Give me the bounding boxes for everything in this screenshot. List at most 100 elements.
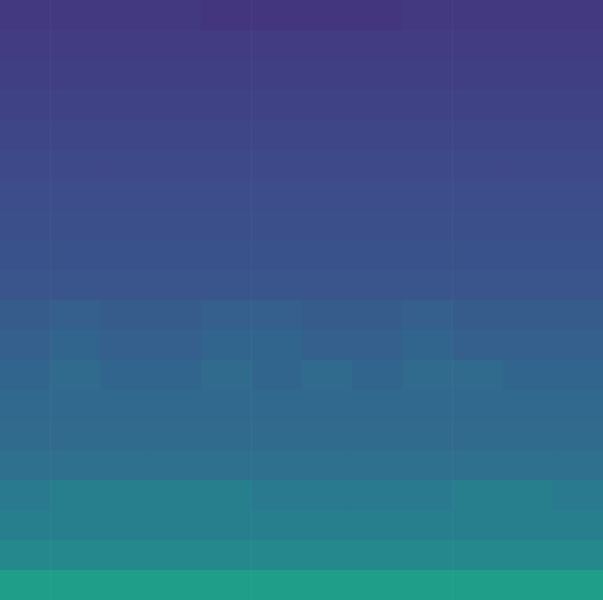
cell xyxy=(101,90,152,121)
cell xyxy=(201,330,252,361)
cell xyxy=(151,360,202,391)
cell xyxy=(302,540,353,571)
cell xyxy=(151,270,202,301)
cell xyxy=(503,150,554,181)
cell xyxy=(302,0,353,31)
cell xyxy=(402,540,453,571)
cell xyxy=(302,300,353,331)
cell xyxy=(302,360,353,391)
cell xyxy=(201,480,252,511)
cell xyxy=(101,210,152,241)
cell xyxy=(201,450,252,481)
cell xyxy=(553,60,603,91)
cell xyxy=(50,510,101,541)
cell xyxy=(553,120,603,151)
cell xyxy=(201,570,252,600)
cell xyxy=(302,480,353,511)
cell xyxy=(151,540,202,571)
cell xyxy=(302,180,353,211)
cell xyxy=(251,540,302,571)
cell xyxy=(50,120,101,151)
cell xyxy=(352,120,403,151)
cell xyxy=(503,570,554,600)
cell xyxy=(251,510,302,541)
cell xyxy=(553,570,603,600)
cell xyxy=(151,210,202,241)
cell xyxy=(101,60,152,91)
cell xyxy=(50,360,101,391)
cell xyxy=(151,120,202,151)
cell xyxy=(452,540,503,571)
cell xyxy=(201,60,252,91)
cell xyxy=(302,60,353,91)
cell xyxy=(553,420,603,451)
cell xyxy=(553,180,603,211)
cell xyxy=(503,240,554,271)
cell xyxy=(201,30,252,61)
cell xyxy=(553,510,603,541)
cell xyxy=(452,90,503,121)
cell xyxy=(151,0,202,31)
cell xyxy=(352,360,403,391)
cell xyxy=(452,420,503,451)
cell xyxy=(503,480,554,511)
cell xyxy=(402,150,453,181)
cell xyxy=(101,30,152,61)
cell xyxy=(553,0,603,31)
cell xyxy=(201,0,252,31)
cell xyxy=(452,360,503,391)
cell xyxy=(251,570,302,600)
cell xyxy=(503,360,554,391)
cell xyxy=(302,420,353,451)
cell xyxy=(50,450,101,481)
cell xyxy=(151,390,202,421)
cell xyxy=(50,420,101,451)
cell xyxy=(452,510,503,541)
cell xyxy=(0,480,51,511)
cell xyxy=(352,30,403,61)
cell xyxy=(151,90,202,121)
cell xyxy=(302,510,353,541)
cell xyxy=(151,180,202,211)
cell xyxy=(251,270,302,301)
cell xyxy=(553,450,603,481)
cell xyxy=(0,240,51,271)
cell xyxy=(201,150,252,181)
cell xyxy=(352,540,403,571)
cell xyxy=(352,330,403,361)
cell xyxy=(0,420,51,451)
cell xyxy=(251,120,302,151)
cell xyxy=(101,450,152,481)
cell xyxy=(352,300,403,331)
cell xyxy=(101,120,152,151)
cell xyxy=(452,180,503,211)
cell xyxy=(0,120,51,151)
cell xyxy=(251,0,302,31)
cell xyxy=(201,270,252,301)
cell xyxy=(302,270,353,301)
cell xyxy=(302,240,353,271)
cell xyxy=(352,180,403,211)
cell xyxy=(302,210,353,241)
cells xyxy=(0,0,603,600)
cell xyxy=(503,300,554,331)
cell xyxy=(402,210,453,241)
cell xyxy=(101,180,152,211)
cell xyxy=(402,570,453,600)
cell xyxy=(402,480,453,511)
cell xyxy=(352,390,403,421)
cell xyxy=(251,90,302,121)
cell xyxy=(151,570,202,600)
cell xyxy=(402,360,453,391)
cell xyxy=(201,420,252,451)
cell xyxy=(402,240,453,271)
cell xyxy=(503,390,554,421)
cell xyxy=(101,0,152,31)
cell xyxy=(503,270,554,301)
cell xyxy=(0,300,51,331)
cell xyxy=(352,270,403,301)
cell xyxy=(452,300,503,331)
cell xyxy=(201,540,252,571)
cell xyxy=(201,510,252,541)
cell xyxy=(201,360,252,391)
